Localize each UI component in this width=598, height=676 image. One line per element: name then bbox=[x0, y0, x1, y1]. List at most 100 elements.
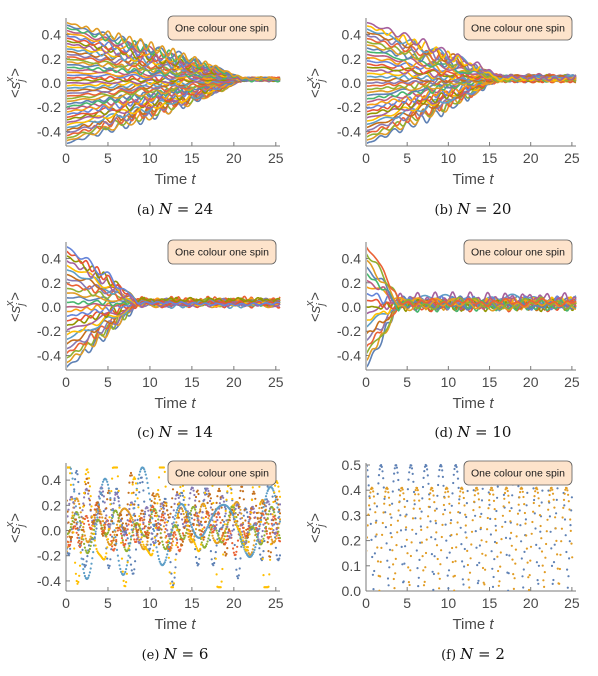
data-point bbox=[419, 525, 422, 528]
data-point bbox=[197, 521, 200, 524]
data-point bbox=[256, 517, 259, 520]
data-point bbox=[558, 567, 562, 571]
data-point bbox=[427, 482, 430, 485]
data-point bbox=[226, 490, 229, 493]
y-tick-label: 0.2 bbox=[342, 533, 362, 549]
data-point bbox=[481, 487, 484, 490]
data-point bbox=[115, 542, 118, 545]
data-point bbox=[533, 495, 536, 498]
data-point bbox=[278, 522, 281, 525]
data-point bbox=[428, 498, 431, 501]
x-tick-label: 10 bbox=[142, 150, 158, 166]
data-point bbox=[125, 524, 128, 528]
data-point bbox=[241, 541, 244, 544]
data-point bbox=[244, 542, 247, 545]
data-point bbox=[127, 523, 130, 526]
data-point bbox=[154, 541, 157, 544]
data-point bbox=[69, 535, 72, 539]
data-point bbox=[507, 589, 510, 591]
data-point bbox=[69, 526, 72, 529]
data-point bbox=[89, 567, 92, 570]
data-point bbox=[214, 557, 217, 560]
data-point bbox=[153, 529, 156, 533]
data-point bbox=[177, 496, 180, 499]
series-7 bbox=[67, 466, 281, 581]
data-point bbox=[239, 517, 242, 520]
data-point bbox=[130, 474, 133, 477]
data-point bbox=[79, 521, 82, 524]
data-point bbox=[230, 533, 233, 537]
data-point bbox=[260, 520, 263, 523]
data-point bbox=[98, 516, 101, 519]
data-point bbox=[93, 539, 96, 542]
data-point bbox=[234, 507, 237, 510]
data-point bbox=[497, 584, 500, 587]
data-point bbox=[492, 493, 495, 496]
data-point bbox=[179, 534, 182, 538]
data-point bbox=[211, 534, 214, 537]
data-point bbox=[148, 514, 151, 517]
data-point bbox=[243, 508, 246, 511]
data-point bbox=[496, 496, 499, 499]
data-point bbox=[181, 510, 184, 513]
data-point bbox=[94, 508, 97, 511]
data-point bbox=[108, 564, 111, 568]
data-point bbox=[431, 570, 434, 573]
data-point bbox=[176, 512, 179, 516]
data-point bbox=[387, 491, 390, 494]
data-point bbox=[493, 508, 496, 511]
data-point bbox=[551, 492, 555, 495]
data-point bbox=[121, 539, 124, 542]
data-point bbox=[175, 511, 178, 514]
data-point bbox=[523, 503, 526, 506]
data-point bbox=[398, 494, 402, 497]
data-point bbox=[95, 513, 98, 516]
data-point bbox=[87, 574, 91, 577]
data-point bbox=[412, 507, 415, 510]
data-point bbox=[532, 501, 535, 505]
data-point bbox=[235, 523, 238, 526]
y-tick-label: 0.2 bbox=[42, 275, 62, 291]
data-point bbox=[164, 527, 167, 531]
data-point bbox=[74, 572, 77, 575]
data-point bbox=[397, 509, 400, 512]
x-tick-label: 10 bbox=[142, 595, 158, 611]
series-5 bbox=[67, 486, 281, 545]
data-point bbox=[441, 523, 444, 527]
data-point bbox=[186, 524, 189, 527]
data-point bbox=[250, 498, 254, 502]
data-point bbox=[83, 480, 86, 483]
data-point bbox=[403, 505, 406, 508]
data-point bbox=[139, 517, 142, 521]
data-point bbox=[150, 499, 153, 503]
data-point bbox=[153, 536, 156, 539]
data-point bbox=[155, 534, 158, 537]
data-point bbox=[102, 510, 105, 513]
data-point bbox=[176, 546, 179, 549]
x-tick-label: 0 bbox=[62, 150, 70, 166]
data-point bbox=[69, 467, 72, 470]
y-tick-label: -0.2 bbox=[37, 548, 61, 564]
data-point bbox=[188, 533, 191, 536]
data-point bbox=[169, 546, 172, 549]
data-point bbox=[535, 543, 538, 547]
data-point bbox=[74, 497, 77, 500]
data-point bbox=[375, 533, 378, 536]
data-point bbox=[100, 487, 103, 490]
data-point bbox=[137, 503, 140, 507]
data-point bbox=[67, 515, 69, 518]
data-point bbox=[141, 540, 144, 543]
data-point bbox=[126, 549, 129, 552]
data-point bbox=[67, 510, 69, 513]
data-point bbox=[83, 574, 86, 578]
data-point bbox=[248, 533, 251, 536]
data-point bbox=[73, 521, 76, 524]
data-point bbox=[107, 528, 110, 531]
data-point bbox=[256, 530, 259, 533]
x-tick-label: 20 bbox=[226, 374, 242, 390]
data-point bbox=[227, 538, 230, 541]
data-point bbox=[176, 516, 179, 519]
data-point bbox=[451, 492, 454, 495]
data-point bbox=[70, 523, 73, 526]
data-point bbox=[111, 535, 114, 538]
